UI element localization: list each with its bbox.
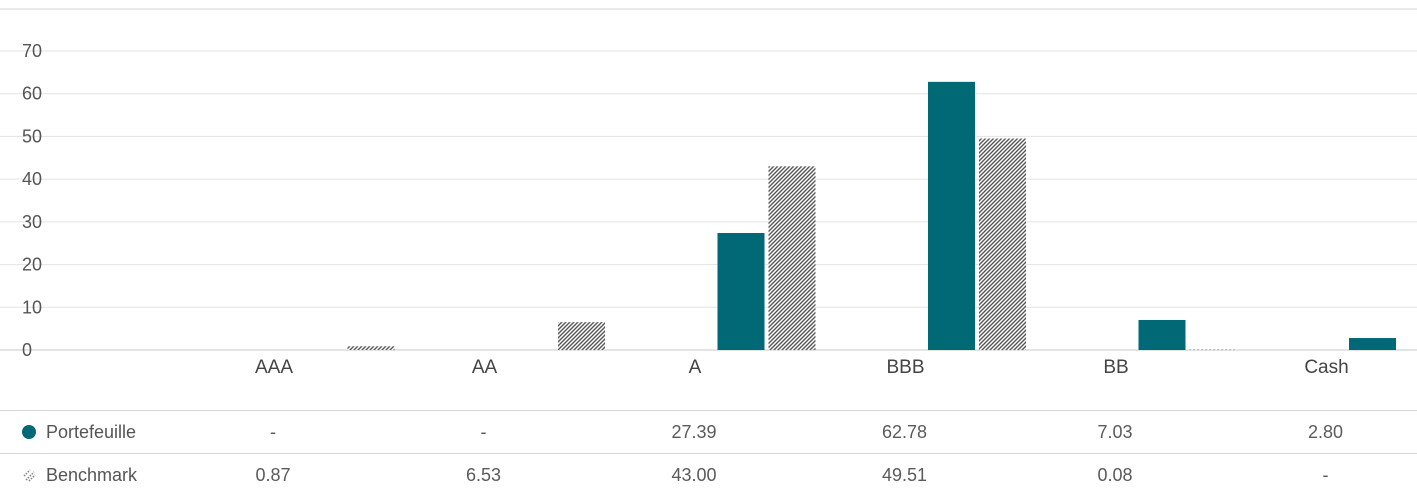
legend-label: Portefeuille: [46, 422, 137, 442]
x-axis: AAA AA A BBB BB Cash: [255, 357, 1349, 378]
bar-benchmark-bb: [1189, 349, 1237, 351]
legend-label: Benchmark: [46, 465, 138, 485]
bar-portefeuille-cash: [1349, 338, 1396, 350]
bar-portefeuille-a: [717, 233, 765, 350]
legend-item-portefeuille: Portefeuille: [22, 411, 136, 453]
table-cell: -: [1322, 465, 1329, 485]
solid-dot-icon: [22, 425, 36, 439]
legend-item-benchmark: Benchmark: [22, 454, 137, 496]
table-row-benchmark: Benchmark 0.87 6.53 43.00 49.51 0.08 -: [0, 453, 1417, 496]
grid-lines: [0, 50, 1417, 351]
table-cell: 0.08: [1097, 465, 1133, 485]
table-row-portefeuille: Portefeuille - - 27.39 62.78 7.03 2.80: [0, 410, 1417, 453]
y-tick-label: 20: [22, 255, 42, 275]
y-axis: 0 10 20 30 40 50 60 70: [22, 41, 42, 360]
table-cell: 2.80: [1307, 422, 1344, 442]
bar-benchmark-aaa: [347, 346, 395, 350]
data-table: Portefeuille - - 27.39 62.78 7.03 2.80 Benchm…: [0, 410, 1417, 496]
bars: [347, 81, 1396, 351]
bar-benchmark-aa: [558, 322, 605, 350]
y-tick-label: 50: [22, 126, 42, 146]
y-tick-label: 40: [22, 169, 42, 189]
x-tick-label: A: [689, 357, 702, 378]
y-tick-label: 60: [22, 84, 42, 104]
table-cell: 43.00: [671, 465, 717, 485]
table-cell: 49.51: [881, 465, 928, 485]
x-tick-label: AAA: [255, 357, 293, 378]
y-tick-label: 30: [22, 212, 42, 232]
table-cell: 27.39: [671, 422, 717, 442]
x-tick-label: AA: [472, 357, 498, 378]
hatched-pattern-icon: [23, 469, 36, 482]
bar-portefeuille-bb: [1138, 319, 1186, 350]
y-tick-label: 10: [22, 297, 42, 317]
y-tick-label: 0: [22, 340, 32, 360]
x-tick-label: Cash: [1304, 357, 1348, 378]
y-tick-label: 70: [22, 41, 42, 61]
table-cell: 0.87: [255, 465, 291, 485]
table-cell: -: [480, 422, 487, 442]
bar-benchmark-bbb: [979, 138, 1026, 350]
x-tick-label: BB: [1103, 357, 1128, 378]
bar-portefeuille-bbb: [928, 81, 975, 350]
table-cell: 7.03: [1097, 422, 1133, 442]
table-cell: 6.53: [465, 465, 502, 485]
table-cell: -: [270, 422, 276, 442]
bar-benchmark-a: [768, 166, 816, 350]
x-tick-label: BBB: [886, 357, 924, 378]
table-cell: 62.78: [881, 422, 928, 442]
